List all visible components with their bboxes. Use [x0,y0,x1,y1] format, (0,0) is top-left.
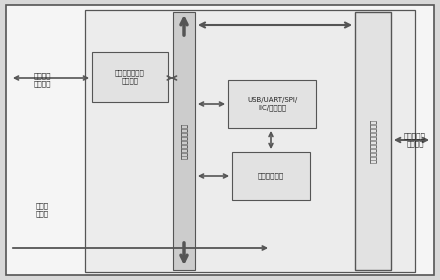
Text: 主接口外
部数据线: 主接口外 部数据线 [33,73,51,87]
Bar [355,12,391,270]
Text: 主接口模块内部总线: 主接口模块内部总线 [181,123,187,159]
Text: USB/UART/SPI/
IIC/串口逻辑: USB/UART/SPI/ IIC/串口逻辑 [247,97,297,111]
Bar [228,80,316,128]
Text: 主接口控制器: 主接口控制器 [258,173,284,179]
Bar [232,152,310,200]
Text: 主接口
模式线: 主接口 模式线 [36,203,48,217]
Bar [92,52,168,102]
Bar [173,12,195,270]
Text: 主接口模块外部
收发逻辑: 主接口模块外部 收发逻辑 [115,70,145,84]
Bar [85,10,415,272]
Text: 主接口内部
数据总线: 主接口内部 数据总线 [404,133,426,147]
Text: 主接口模块内部收发逻辑: 主接口模块内部收发逻辑 [370,119,376,163]
